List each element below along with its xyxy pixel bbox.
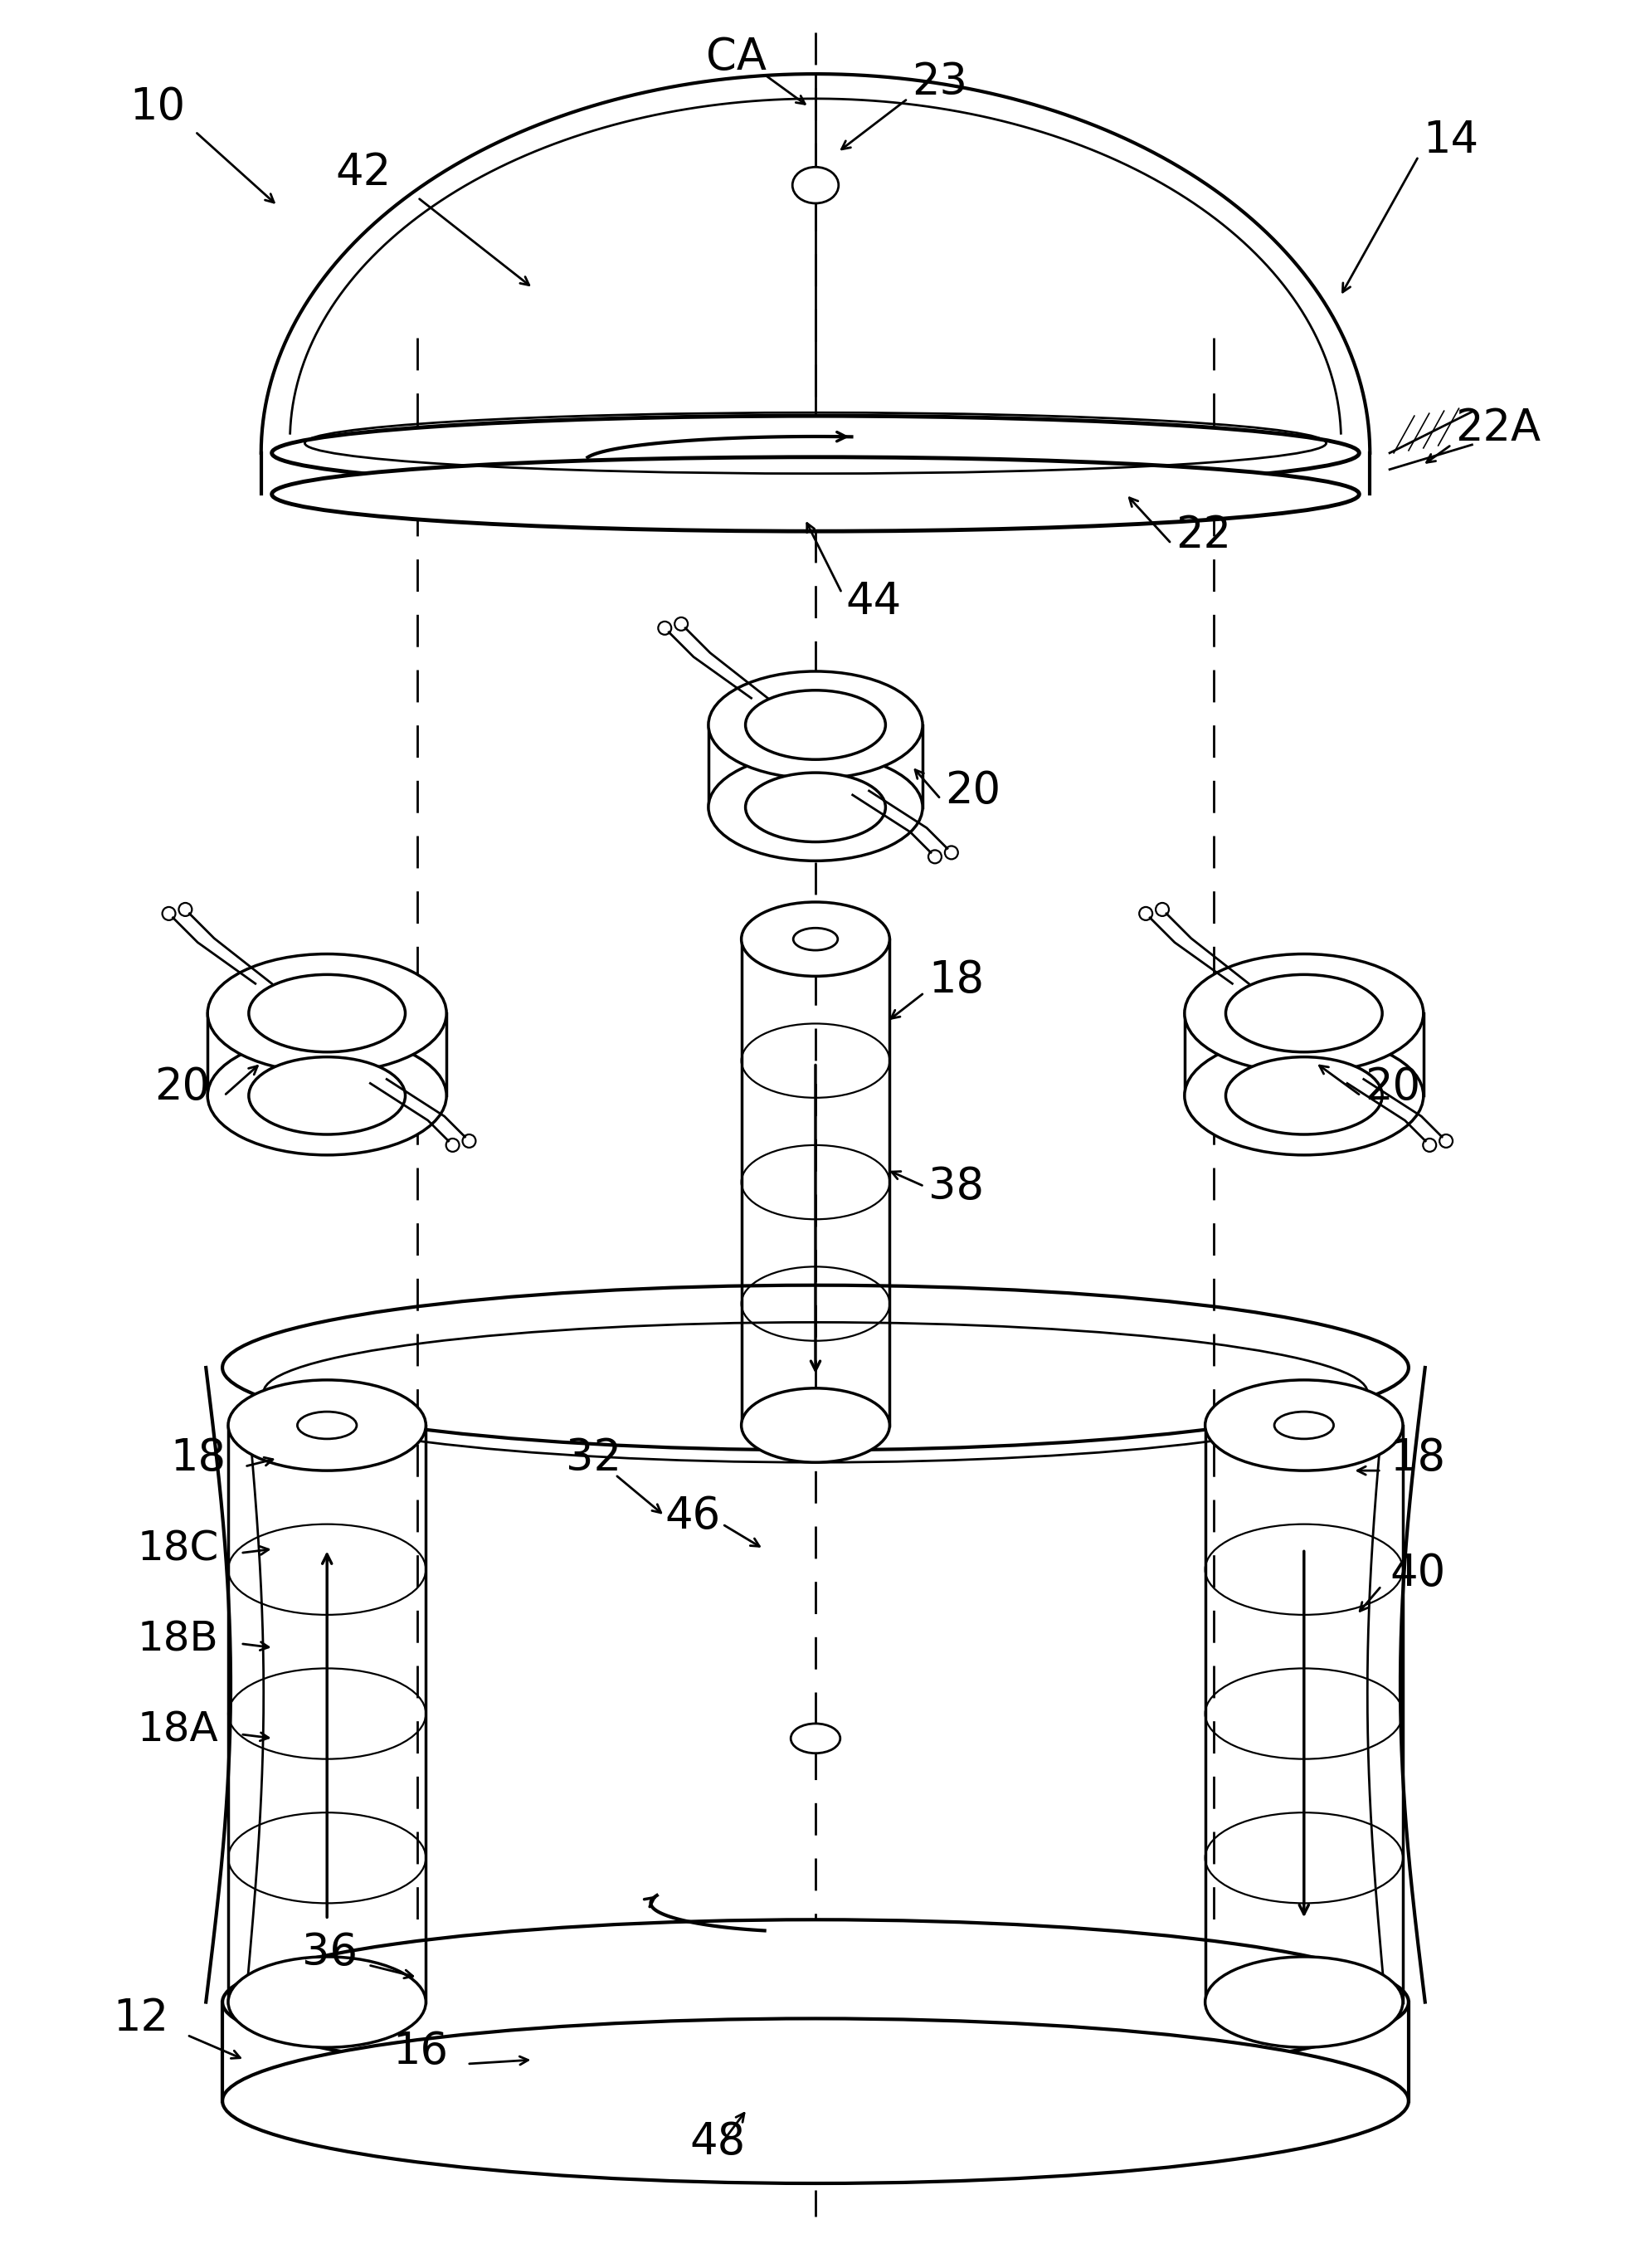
Text: 12: 12 <box>113 1998 168 2041</box>
Ellipse shape <box>708 671 923 778</box>
Text: 18: 18 <box>171 1436 227 1479</box>
Text: 18B: 18B <box>137 1619 219 1660</box>
Text: 14: 14 <box>1422 118 1478 161</box>
Ellipse shape <box>793 928 838 950</box>
Ellipse shape <box>1205 1379 1403 1470</box>
Text: 20: 20 <box>944 769 1000 812</box>
Text: 42: 42 <box>336 152 391 195</box>
Text: 40: 40 <box>1390 1551 1445 1594</box>
Ellipse shape <box>793 168 838 204</box>
Text: 48: 48 <box>690 2121 745 2164</box>
Ellipse shape <box>207 955 447 1073</box>
Ellipse shape <box>742 903 889 975</box>
Text: 20: 20 <box>1365 1066 1421 1109</box>
Ellipse shape <box>745 689 886 760</box>
Ellipse shape <box>228 1379 426 1470</box>
Text: 23: 23 <box>912 61 967 104</box>
Ellipse shape <box>222 1919 1409 2084</box>
Text: 38: 38 <box>928 1166 983 1209</box>
Ellipse shape <box>272 415 1359 490</box>
Text: CA: CA <box>706 36 767 79</box>
Text: 22A: 22A <box>1455 406 1541 449</box>
Ellipse shape <box>745 773 886 841</box>
Ellipse shape <box>1184 1036 1424 1154</box>
Text: 18C: 18C <box>137 1529 219 1569</box>
Ellipse shape <box>228 1957 426 2048</box>
Ellipse shape <box>708 753 923 862</box>
Ellipse shape <box>250 1057 404 1134</box>
Text: 32: 32 <box>566 1436 621 1479</box>
Text: 18: 18 <box>928 959 983 1002</box>
Ellipse shape <box>1205 1957 1403 2048</box>
Text: 36: 36 <box>302 1930 357 1973</box>
Ellipse shape <box>272 458 1359 531</box>
Ellipse shape <box>1184 955 1424 1073</box>
Ellipse shape <box>1274 1411 1334 1438</box>
Ellipse shape <box>742 1388 889 1463</box>
Text: 20: 20 <box>153 1066 210 1109</box>
Ellipse shape <box>207 1036 447 1154</box>
Text: 10: 10 <box>129 86 184 129</box>
Text: 44: 44 <box>846 581 902 624</box>
Ellipse shape <box>1227 1057 1381 1134</box>
Text: 18A: 18A <box>137 1710 219 1751</box>
Text: 18: 18 <box>1390 1436 1445 1479</box>
Text: 16: 16 <box>393 2030 449 2073</box>
Ellipse shape <box>297 1411 357 1438</box>
Ellipse shape <box>791 1724 840 1753</box>
Ellipse shape <box>1227 975 1381 1052</box>
Ellipse shape <box>222 2019 1409 2184</box>
Text: 22: 22 <box>1176 515 1231 558</box>
Text: 46: 46 <box>665 1495 721 1538</box>
Ellipse shape <box>250 975 404 1052</box>
